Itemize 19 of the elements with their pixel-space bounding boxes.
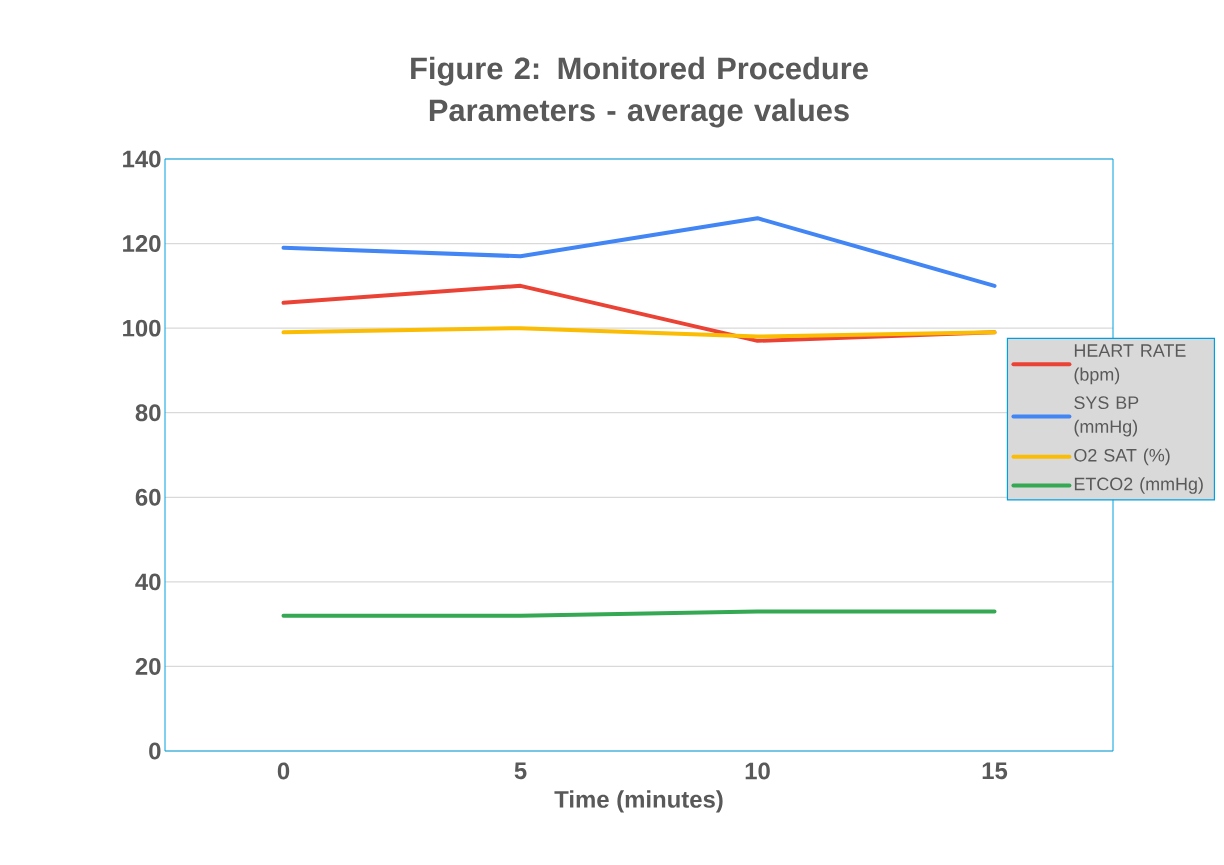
x-tick-label: 0 — [277, 762, 290, 780]
y-tick-label: 80 — [135, 404, 161, 422]
legend-label: SYS BP (mmHg) — [1074, 396, 1139, 437]
legend-label: O2 SAT (%) — [1074, 448, 1170, 466]
y-tick-label: 100 — [123, 319, 161, 337]
line-series — [281, 216, 997, 288]
y-tick-label: 120 — [123, 235, 161, 253]
y-tick-label: 40 — [135, 573, 161, 591]
chart-title: Figure 2: Monitored Procedure Parameters - average values — [411, 56, 868, 128]
x-axis-title: Time (minutes) — [554, 790, 723, 813]
y-tick-label: 0 — [149, 742, 161, 760]
x-tick-label: 15 — [982, 762, 1008, 780]
y-tick-label: 60 — [135, 488, 161, 506]
legend-label: ETCO2 (mmHg) — [1074, 477, 1203, 494]
x-tick-label: 5 — [514, 762, 527, 780]
y-tick-label: 20 — [135, 657, 161, 675]
y-tick-label: 140 — [123, 150, 161, 168]
x-tick-label: 10 — [745, 762, 770, 780]
legend-label: HEART RATE (bpm) — [1074, 344, 1186, 385]
